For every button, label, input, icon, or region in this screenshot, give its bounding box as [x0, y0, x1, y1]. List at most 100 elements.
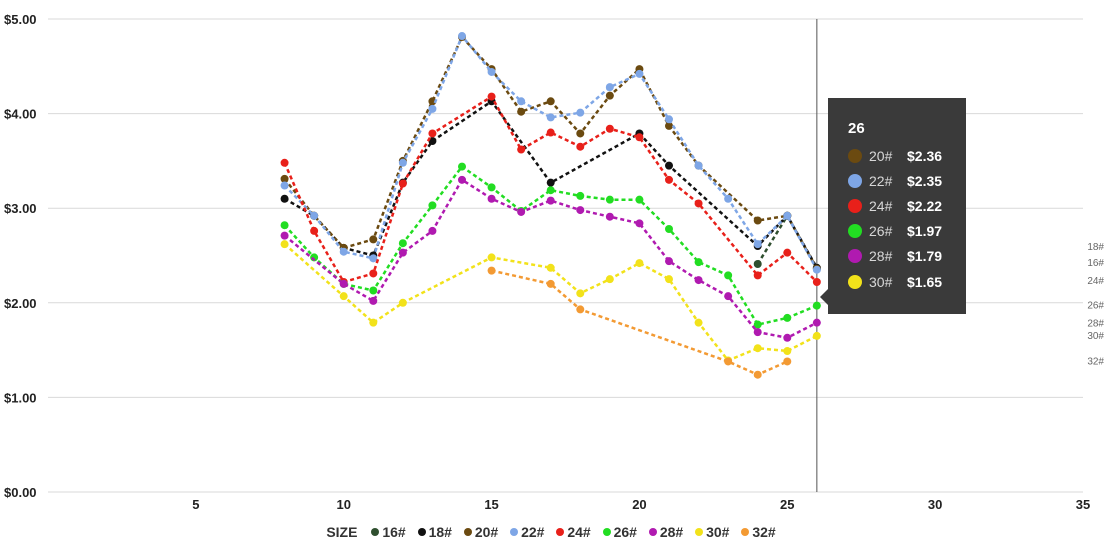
data-point: [635, 195, 644, 204]
legend-dot-icon: [371, 528, 380, 536]
data-point: [280, 194, 289, 203]
legend-dot-icon: [602, 528, 611, 536]
tooltip-series-value: $1.97: [907, 223, 943, 240]
y-tick-label: $2.00: [4, 296, 37, 311]
legend-item-24[interactable]: 24#: [556, 524, 591, 540]
data-point: [605, 275, 614, 284]
data-point: [546, 263, 555, 272]
tooltip-row: 24# $2.22: [848, 193, 966, 218]
y-tick-label: $5.00: [4, 12, 37, 27]
legend-item-18[interactable]: 18#: [417, 524, 452, 540]
data-point: [812, 318, 821, 327]
x-tick-label: 30: [928, 497, 942, 512]
series-dot-icon: [848, 198, 862, 213]
data-point: [487, 67, 496, 76]
data-point: [665, 257, 673, 266]
data-point: [576, 129, 585, 138]
data-point: [783, 248, 792, 257]
tooltip-series-value: $1.65: [907, 273, 943, 290]
tooltip-series-name: 28#: [869, 248, 893, 265]
series-line: [283, 94, 818, 284]
data-point: [753, 260, 762, 269]
legend-title: SIZE: [326, 524, 358, 540]
data-point: [339, 279, 348, 288]
legend-label: 26#: [613, 524, 637, 540]
legend-dot-icon: [556, 528, 565, 536]
data-point: [783, 211, 792, 220]
x-tick-label: 15: [484, 497, 498, 512]
data-point: [753, 344, 762, 353]
data-point: [635, 259, 644, 268]
series-dot-icon: [848, 274, 862, 289]
y-tick-label: $1.00: [4, 390, 37, 405]
legend-label: 24#: [567, 524, 591, 540]
legend-item-20[interactable]: 20#: [463, 524, 498, 540]
data-point: [576, 108, 585, 117]
data-point: [694, 199, 703, 208]
legend-item-26[interactable]: 26#: [602, 524, 637, 540]
data-point: [665, 275, 673, 284]
data-point: [369, 235, 378, 244]
tooltip-row: 22# $2.35: [848, 168, 966, 193]
data-point: [576, 305, 585, 314]
series-end-label: 28#: [1087, 319, 1104, 330]
legend-item-16[interactable]: 16#: [371, 524, 406, 540]
legend-label: 18#: [428, 524, 452, 540]
series-dot-icon: [848, 173, 862, 188]
tooltip-series-value: $1.79: [907, 248, 943, 265]
data-point: [398, 158, 407, 167]
tooltip-series-value: $2.35: [907, 172, 943, 189]
data-point: [280, 231, 289, 240]
series-dot-icon: [848, 148, 862, 163]
x-tick-label: 35: [1076, 497, 1090, 512]
data-point: [517, 97, 526, 106]
tooltip-title: 26: [848, 120, 865, 137]
data-point: [635, 219, 644, 228]
legend-item-28[interactable]: 28#: [648, 524, 683, 540]
legend-dot-icon: [510, 528, 519, 536]
data-point: [310, 211, 319, 220]
data-point: [812, 265, 821, 274]
data-point: [753, 240, 762, 249]
data-point: [428, 97, 437, 106]
legend-label: 22#: [521, 524, 545, 540]
data-point: [635, 69, 644, 78]
legend-item-32[interactable]: 32#: [741, 524, 776, 540]
tooltip-series-name: 30#: [869, 273, 893, 290]
data-point: [487, 183, 496, 192]
data-point: [428, 226, 437, 235]
data-point: [369, 296, 378, 305]
data-point: [724, 271, 733, 280]
data-point: [280, 158, 289, 167]
legend-item-30[interactable]: 30#: [695, 524, 729, 540]
data-point: [753, 320, 762, 329]
data-point: [458, 162, 466, 171]
data-point: [398, 179, 407, 188]
series-dot-icon: [848, 249, 862, 264]
y-tick-label: $0.00: [4, 485, 37, 500]
data-point: [546, 279, 555, 288]
data-point: [753, 271, 762, 280]
tooltip-series-name: 24#: [869, 197, 893, 214]
tooltip-series-name: 20#: [869, 147, 893, 164]
y-tick-label: $4.00: [4, 107, 37, 122]
data-point: [546, 97, 555, 106]
data-point: [428, 201, 437, 210]
tooltip-series-value: $2.22: [907, 197, 943, 214]
legend-item-22[interactable]: 22#: [510, 524, 544, 540]
data-point: [458, 175, 466, 184]
data-point: [487, 92, 496, 101]
legend-dot-icon: [695, 528, 704, 536]
series-dot-icon: [848, 224, 862, 239]
legend-label: 32#: [752, 524, 776, 540]
legend-dot-icon: [463, 528, 472, 536]
data-point: [753, 216, 762, 225]
data-point: [369, 318, 378, 327]
data-point: [635, 133, 644, 142]
x-tick-label: 10: [336, 497, 350, 512]
data-point: [665, 175, 673, 184]
data-point: [753, 370, 762, 379]
data-point: [576, 289, 585, 298]
data-point: [517, 145, 526, 154]
series-end-label: 32#: [1087, 357, 1104, 368]
